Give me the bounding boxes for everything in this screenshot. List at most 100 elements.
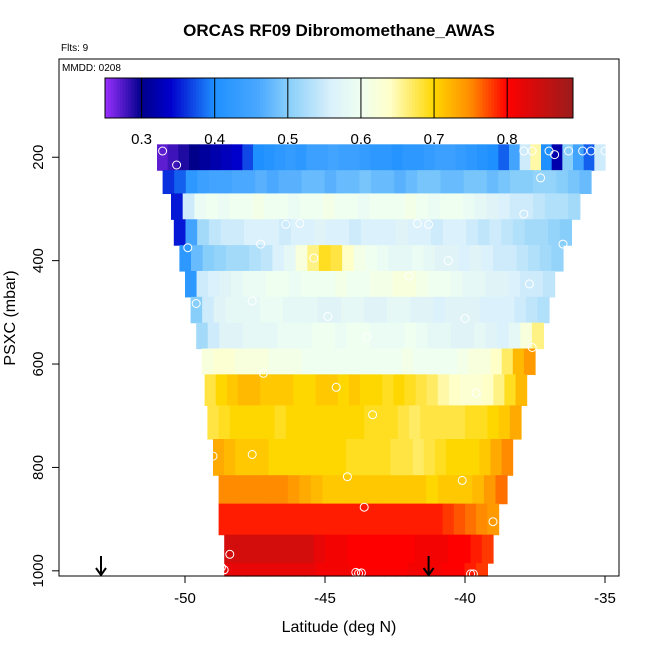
heatmap-cell (291, 534, 304, 564)
heatmap-cell (323, 270, 336, 298)
sample-point (281, 219, 291, 229)
heatmap-cell (415, 374, 428, 406)
heatmap-cell (440, 170, 453, 195)
heatmap-cell (264, 475, 277, 505)
colorbar-segment (394, 78, 398, 118)
heatmap-cell (213, 439, 225, 476)
colorbar-segment (268, 78, 273, 118)
heatmap-cell (280, 534, 292, 564)
heatmap-cell (221, 144, 233, 171)
heatmap-cell (346, 348, 358, 375)
heatmap-cell (395, 219, 409, 246)
heatmap-cell (202, 245, 215, 272)
colorbar-segment (175, 78, 179, 118)
heatmap-cell (253, 475, 266, 505)
heatmap-cell (272, 245, 285, 272)
heatmap-cell (573, 144, 585, 171)
heatmap-cell (335, 270, 348, 298)
sample-point (362, 332, 372, 342)
heatmap-cell (369, 534, 382, 564)
heatmap-cell (225, 245, 239, 272)
heatmap-cell (579, 170, 592, 195)
heatmap-cell (428, 170, 442, 195)
heatmap-cell (379, 439, 392, 476)
heatmap-cell (357, 348, 369, 375)
sample-point (342, 472, 352, 482)
heatmap-cell (230, 475, 243, 505)
heatmap-cell (452, 170, 465, 195)
colorbar-segment (271, 78, 276, 118)
heatmap-cell (369, 270, 382, 298)
colorbar-segment (379, 78, 384, 118)
heatmap-cell (489, 219, 502, 246)
heatmap-cell (368, 475, 381, 505)
heatmap-cell (257, 534, 270, 564)
colorbar-segment (116, 78, 121, 118)
heatmap-cell (274, 405, 287, 440)
heatmap-cell (391, 475, 404, 505)
heatmap-cell (468, 296, 481, 324)
colorbar-segment (131, 78, 135, 118)
colorbar-segment (353, 78, 358, 118)
colorbar: 0.3 0.4 0.5 0.6 0.7 0.8 (104, 77, 574, 148)
colorbar-segment (344, 78, 349, 118)
colorbar-segment (195, 78, 200, 118)
heatmap-cell (336, 534, 348, 564)
heatmap-cell (341, 405, 354, 440)
heatmap-cell (236, 296, 250, 324)
x-tick-label: -40 (454, 590, 476, 607)
colorbar-segment (242, 78, 246, 118)
heatmap-cell (246, 348, 258, 375)
heatmap-cell (392, 322, 406, 350)
heatmap-cell (498, 170, 511, 195)
heatmap-cell (226, 374, 239, 406)
heatmap-cell (384, 563, 397, 577)
heatmap-cell (313, 170, 326, 195)
colorbar-segment (423, 78, 428, 118)
heatmap-cell (259, 296, 273, 324)
heatmap-cell (523, 348, 536, 375)
heatmap-cell (219, 270, 232, 298)
heatmap-cell (409, 405, 421, 440)
heatmap-cell (453, 405, 466, 440)
heatmap-cell (397, 405, 410, 440)
colorbar-segment (283, 78, 287, 118)
colorbar-segment (312, 78, 317, 118)
heatmap-cell (381, 193, 394, 220)
colorbar-segment (303, 78, 308, 118)
heatmap-cell (277, 270, 290, 298)
heatmap-cell (490, 439, 503, 476)
colorbar-segment (315, 78, 320, 118)
heatmap-cell (372, 563, 386, 577)
flight-arrows (95, 556, 435, 577)
heatmap-cell (277, 322, 290, 350)
heatmap-cell (394, 170, 407, 195)
heatmap-cell (304, 563, 317, 577)
sample-point (404, 271, 414, 281)
colorbar-segment (382, 78, 387, 118)
sample-point (219, 565, 229, 575)
colorbar-segment (224, 78, 229, 118)
heatmap-cell (208, 219, 222, 246)
heatmap-cell (243, 219, 257, 246)
heatmap-cell (266, 170, 279, 195)
heatmap-cell (246, 439, 258, 476)
colorbar-segment (347, 78, 352, 118)
heatmap-cell (498, 193, 511, 220)
heatmap-cell (388, 245, 401, 272)
heatmap-cell (311, 193, 324, 220)
colorbar-segment (529, 78, 533, 118)
heatmap-cell (185, 219, 198, 246)
heatmap-cell (224, 563, 237, 577)
heatmap-cell (539, 245, 552, 272)
heatmap-cell (208, 270, 221, 298)
heatmap-cell (463, 170, 476, 195)
colorbar-segment (552, 78, 556, 118)
colorbar-segment (125, 78, 129, 118)
heatmap-cell (473, 270, 486, 298)
heatmap-cell (220, 219, 233, 246)
heatmap-cell (458, 245, 471, 272)
heatmap-cell (401, 439, 414, 476)
heatmap-cell (435, 245, 448, 272)
heatmap-cell (235, 534, 248, 564)
